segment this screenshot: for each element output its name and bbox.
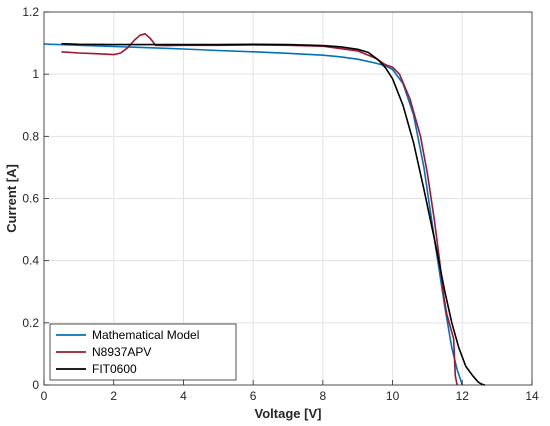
x-tick-label: 12 [456,389,470,403]
y-tick-label: 0.4 [22,254,39,268]
y-tick-label: 0 [32,378,39,392]
x-tick-label: 8 [320,389,327,403]
x-tick-label: 0 [41,389,48,403]
x-tick-labels: 0 2 4 6 8 10 12 14 [41,389,539,403]
grid [43,11,533,386]
x-tick-label: 6 [250,389,257,403]
legend-label-2: FIT0600 [92,362,137,376]
legend-label-0: Mathematical Model [92,328,199,342]
axes [43,11,533,386]
x-tick-label: 4 [180,389,187,403]
x-tick-label: 14 [525,389,539,403]
series-layer [43,32,486,386]
x-tick-label: 10 [386,389,400,403]
y-tick-label: 0.2 [22,316,39,330]
y-tick-label: 1.2 [22,5,39,19]
series-line-2 [61,42,486,386]
x-axis-label: Voltage [V] [255,406,322,421]
x-tick-label: 2 [110,389,117,403]
legend-label-1: N8937APV [92,345,151,359]
y-tick-label: 0.8 [22,129,39,143]
legend: Mathematical Model N8937APV FIT0600 [49,323,237,381]
y-tick-labels: 0 0.2 0.4 0.6 0.8 1 1.2 [22,5,39,392]
y-tick-label: 1 [32,67,39,81]
y-tick-label: 0.6 [22,192,39,206]
series-line-0 [43,43,464,386]
y-axis-label: Current [A] [4,164,19,233]
